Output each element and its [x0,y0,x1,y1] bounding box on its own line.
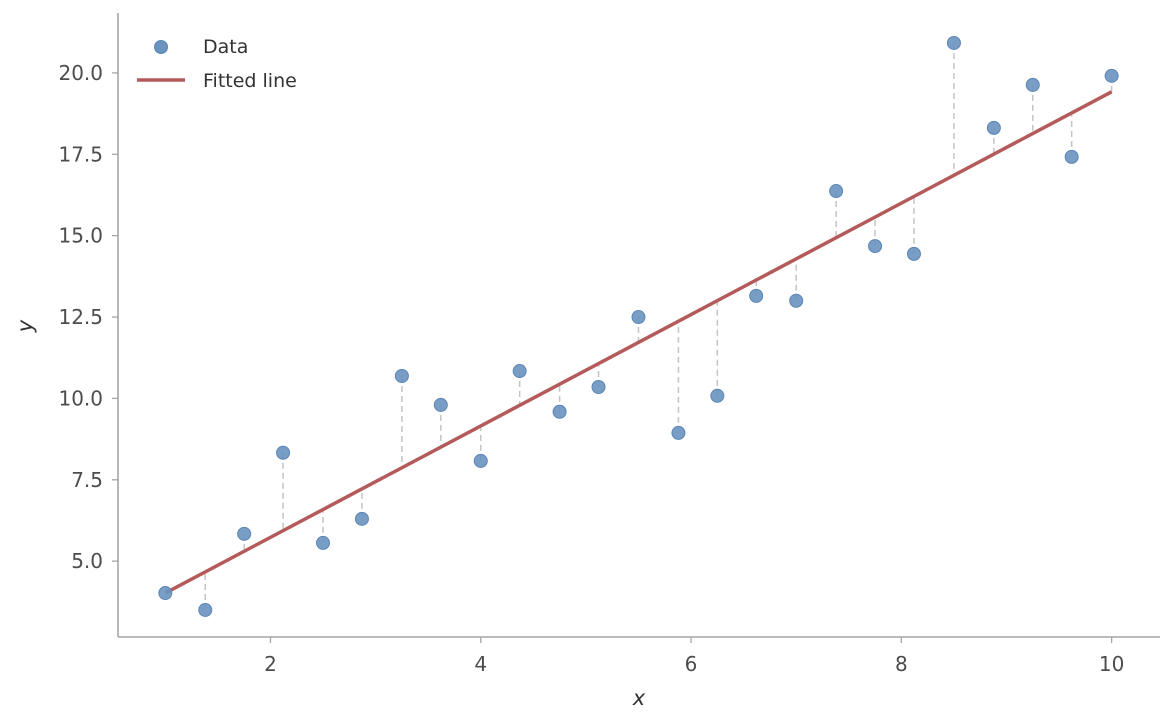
data-point [789,293,804,308]
y-tick-label: 10.0 [58,386,103,410]
legend: Data Fitted line [137,36,297,92]
y-tick-label: 15.0 [58,224,103,248]
y-tick-label: 20.0 [58,61,103,85]
data-point [237,526,252,541]
data-point [433,397,448,412]
data-point [1064,149,1079,164]
data-point [986,120,1001,135]
data-point [591,380,606,395]
data-point [512,364,527,379]
data-point [829,184,844,199]
data-point [354,511,369,526]
x-tick-label: 6 [685,652,698,676]
x-tick-label: 2 [264,652,277,676]
data-point [394,368,409,383]
data-point [1025,77,1040,92]
data-point [710,388,725,403]
data-point [473,453,488,468]
x-axis-label: x [632,686,646,710]
x-axis-ticks: 2 4 6 8 10 [264,637,1124,676]
legend-data-marker-icon [154,40,168,54]
data-point [552,404,567,419]
y-tick-label: 7.5 [71,468,103,492]
data-point [631,310,646,325]
data-points [158,35,1119,617]
x-tick-label: 10 [1099,652,1124,676]
y-tick-label: 17.5 [58,142,103,166]
data-point [868,239,883,254]
y-tick-label: 12.5 [58,305,103,329]
y-axis-ticks: 5.0 7.5 10.0 12.5 15.0 17.5 20.0 [58,61,118,573]
data-point [946,35,961,50]
data-point [671,425,686,440]
fitted-line [164,90,1113,595]
data-point [1104,68,1119,83]
data-point [276,445,291,460]
data-point [906,246,921,261]
legend-label-data: Data [203,36,248,58]
legend-label-fitted-line: Fitted line [203,70,297,92]
residual-lines [164,42,1113,610]
data-point [198,602,213,617]
y-tick-label: 5.0 [71,549,103,573]
x-tick-label: 4 [474,652,487,676]
data-point [316,535,331,550]
data-point [749,288,764,303]
data-point [158,586,173,601]
fitted-line-path [164,90,1113,595]
x-tick-label: 8 [895,652,908,676]
y-axis-label: y [13,319,37,333]
